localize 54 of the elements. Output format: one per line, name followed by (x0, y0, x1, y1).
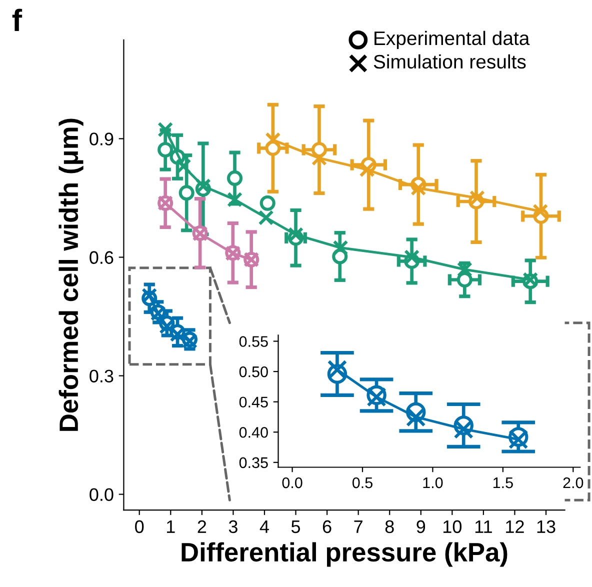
x-tick-label: 12 (506, 520, 524, 533)
y-tick-label: 0.3 (90, 370, 114, 382)
point (226, 170, 243, 186)
point (406, 407, 426, 427)
point (456, 272, 472, 288)
x-tick-label: 1.5 (493, 478, 513, 488)
text: f (12, 8, 22, 31)
y-tick-label: 0.9 (90, 132, 114, 146)
x-tick-label: 1.0 (423, 477, 443, 488)
point (332, 240, 348, 256)
x-tick-label: 3 (228, 520, 238, 534)
x-tick-label: 0 (135, 520, 144, 534)
x-tick-label: 4 (260, 520, 269, 533)
y-tick-label: 0.35 (239, 457, 268, 468)
y-tick-label: 0.50 (239, 366, 268, 378)
point (288, 226, 304, 242)
point (258, 210, 274, 226)
x-tick-label: 9 (416, 520, 426, 534)
point (260, 195, 276, 211)
y-tick-label: 0.0 (90, 488, 114, 502)
point (359, 162, 375, 178)
point (404, 249, 420, 266)
y-axis-title: Deformed cell width (μm) (58, 118, 84, 431)
x-tick-label: 0.5 (352, 477, 372, 488)
point (159, 318, 175, 334)
x-tick-label: 11 (475, 520, 492, 533)
x-tick-label: 7 (354, 520, 362, 533)
point (532, 204, 548, 220)
x-tick-label: 8 (385, 520, 394, 534)
point (454, 419, 474, 439)
point (311, 150, 328, 166)
point (469, 190, 485, 206)
x-tick-label: 13 (537, 520, 556, 534)
x-tick-label: 1 (167, 520, 175, 533)
y-tick-label: 0.40 (239, 426, 268, 438)
point (410, 180, 426, 196)
x-axis-title: Differential pressure (kPa) (182, 542, 508, 567)
x-tick-label: 10 (444, 520, 462, 534)
point (178, 185, 194, 201)
point (195, 178, 211, 194)
point (158, 142, 174, 158)
y-tick-label: 0.45 (239, 396, 268, 408)
x-tick-label: 2 (198, 520, 206, 533)
x-tick-label: 5 (291, 520, 300, 534)
annotation: Experimental data (374, 30, 530, 49)
y-tick-label: 0.6 (90, 251, 114, 264)
annotation: Simulation results (374, 54, 526, 69)
point (265, 132, 281, 148)
x-tick-label: 6 (322, 520, 332, 534)
point (327, 360, 348, 380)
y-tick-label: 0.55 (239, 336, 268, 347)
point (176, 158, 192, 174)
x-tick-label: 0.0 (282, 477, 302, 488)
x-tick-label: 2.0 (563, 477, 584, 488)
